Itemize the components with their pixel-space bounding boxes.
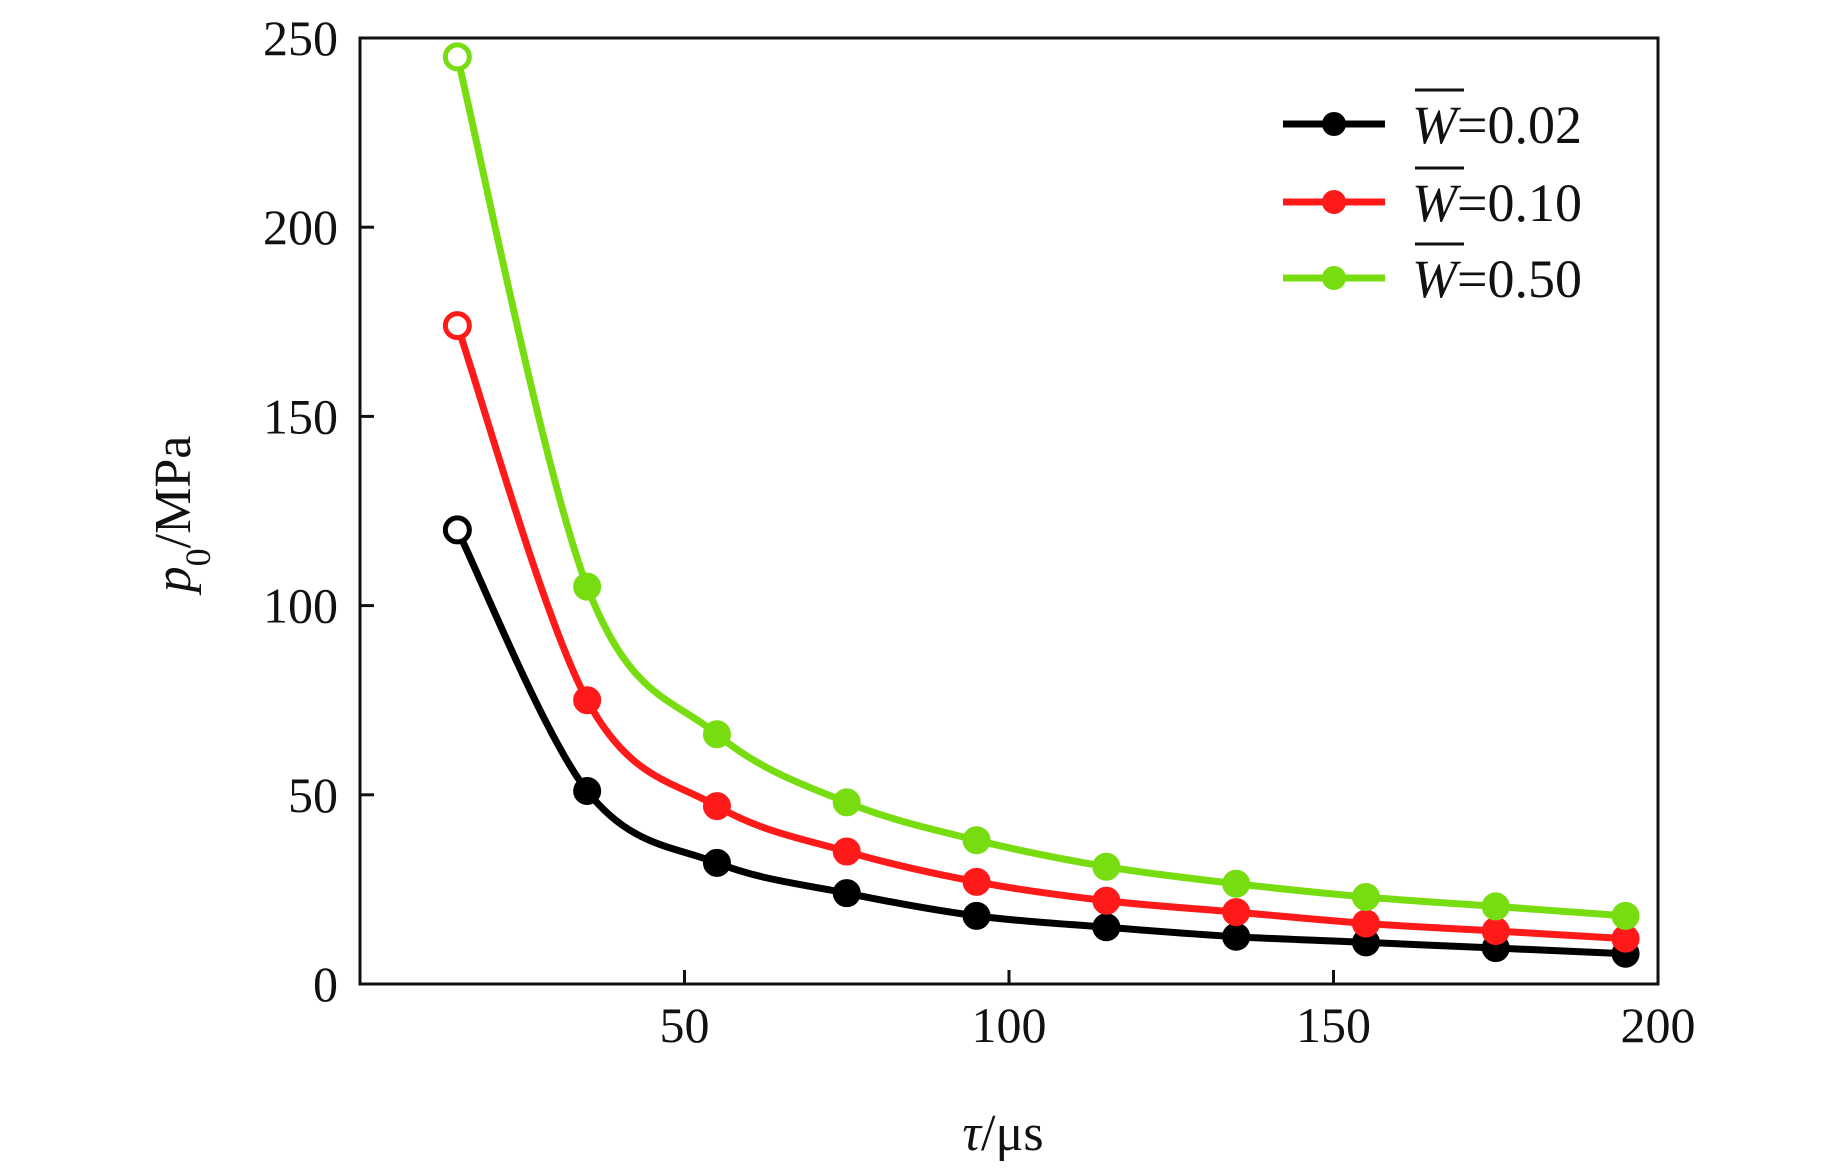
x-axis-ticks: 50 100 150 200 <box>660 970 1696 1053</box>
x-axis-unit: /μs <box>981 1105 1044 1162</box>
series-1-point <box>442 311 472 341</box>
legend-item-0: W=0.02 <box>1283 88 1582 155</box>
x-tick-label: 150 <box>1296 997 1371 1053</box>
series-line-0 <box>453 526 1630 958</box>
y-axis-subscript: 0 <box>178 548 218 566</box>
series-2-point <box>573 572 602 601</box>
y-axis-label: p0/MPa <box>145 436 218 597</box>
series-0-point <box>573 777 602 806</box>
series-1-point <box>1351 909 1380 938</box>
legend-marker <box>1322 112 1346 136</box>
series-1-point <box>962 867 991 896</box>
legend-item-1: W=0.10 <box>1283 166 1582 233</box>
y-axis-ticks: 0 50 100 150 200 250 <box>263 10 374 1012</box>
y-tick-label: 150 <box>263 388 338 444</box>
series-0-point <box>702 848 731 877</box>
x-axis-symbol: τ <box>962 1105 983 1162</box>
series-1-point <box>832 837 861 866</box>
x-tick-label: 200 <box>1621 997 1696 1053</box>
series-1-point <box>1092 886 1121 915</box>
legend-marker <box>1322 266 1346 290</box>
series-1-point <box>702 792 731 821</box>
legend-symbol: W <box>1412 95 1462 155</box>
plot-markers <box>442 42 1640 968</box>
legend-label: W=0.02 <box>1412 95 1582 155</box>
legend-label: W=0.10 <box>1412 173 1582 233</box>
legend-item-2: W=0.50 <box>1283 242 1582 309</box>
legend: W=0.02W=0.10W=0.50 <box>1283 88 1582 309</box>
series-0-point <box>1222 922 1251 951</box>
legend-value: =0.50 <box>1457 249 1582 309</box>
series-2-point <box>1611 901 1640 930</box>
series-0-point <box>832 879 861 908</box>
y-axis-symbol: p <box>145 566 202 596</box>
series-1-point <box>573 686 602 715</box>
y-tick-label: 50 <box>288 767 338 823</box>
x-tick-label: 100 <box>972 997 1047 1053</box>
legend-symbol: W <box>1412 173 1462 233</box>
legend-marker <box>1322 190 1346 214</box>
y-axis-unit: /MPa <box>145 436 202 549</box>
legend-label: W=0.50 <box>1412 249 1582 309</box>
x-tick-label: 50 <box>660 997 710 1053</box>
series-2-point <box>442 42 472 72</box>
series-2-point <box>1351 882 1380 911</box>
series-2-point <box>1222 869 1251 898</box>
series-1-point <box>1222 898 1251 927</box>
series-2-point <box>832 788 861 817</box>
series-2-point <box>1481 892 1510 921</box>
series-0-point <box>442 515 472 545</box>
legend-symbol: W <box>1412 249 1462 309</box>
series-2-point <box>702 720 731 749</box>
legend-value: =0.10 <box>1457 173 1582 233</box>
y-tick-label: 200 <box>263 199 338 255</box>
series-line-1 <box>453 322 1630 943</box>
legend-value: =0.02 <box>1457 95 1582 155</box>
y-tick-label: 250 <box>263 10 338 66</box>
series-2-point <box>962 826 991 855</box>
series-0-point <box>962 901 991 930</box>
series-1-point <box>1481 917 1510 946</box>
series-2-point <box>1092 852 1121 881</box>
x-axis-label: τ/μs <box>962 1105 1043 1162</box>
y-tick-label: 100 <box>263 578 338 634</box>
y-tick-label: 0 <box>313 956 338 1012</box>
series-0-point <box>1092 913 1121 942</box>
